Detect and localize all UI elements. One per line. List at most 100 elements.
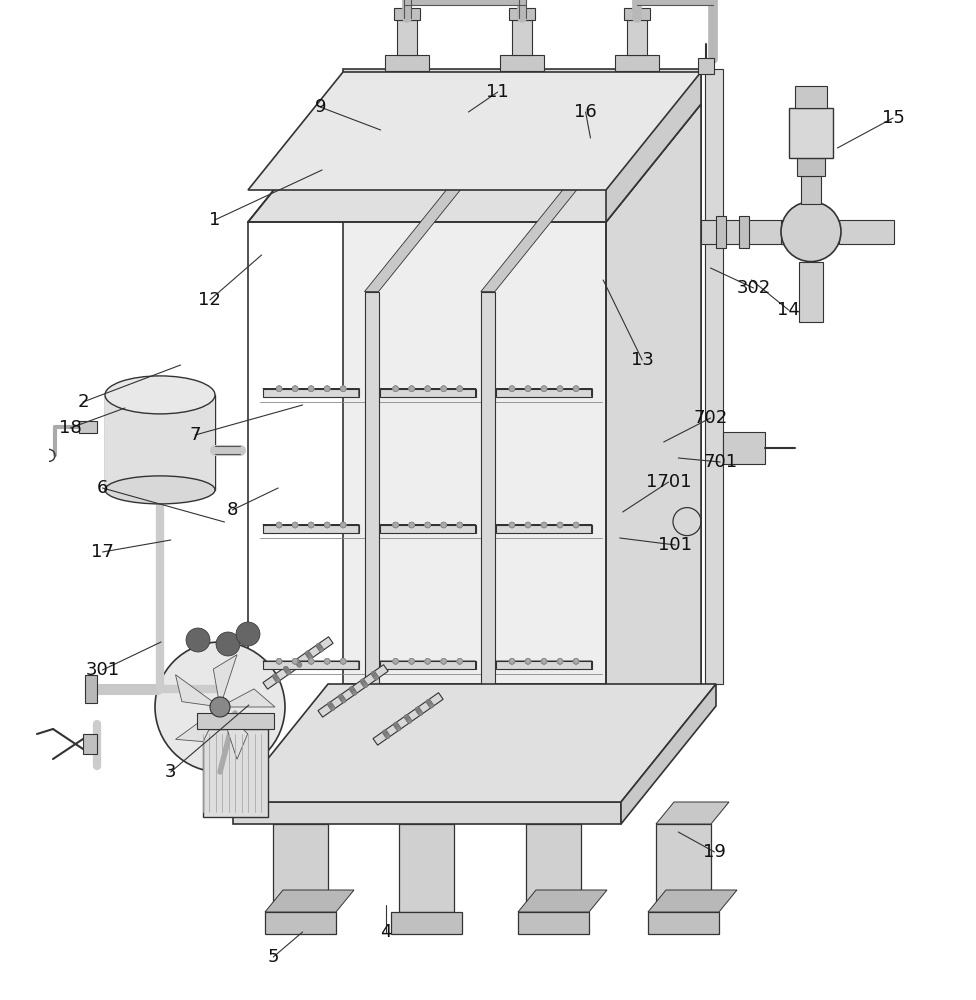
Circle shape — [557, 386, 563, 391]
Circle shape — [573, 522, 579, 528]
Circle shape — [781, 202, 841, 262]
Circle shape — [557, 659, 563, 664]
Circle shape — [557, 522, 563, 528]
Circle shape — [341, 386, 346, 392]
Circle shape — [341, 386, 346, 392]
Circle shape — [276, 522, 282, 528]
Circle shape — [324, 386, 330, 391]
Circle shape — [395, 725, 400, 730]
Circle shape — [293, 659, 298, 664]
Circle shape — [409, 522, 415, 528]
Circle shape — [286, 670, 291, 675]
Text: 302: 302 — [736, 279, 771, 297]
Circle shape — [392, 386, 398, 392]
Bar — [627, 20, 646, 55]
Circle shape — [457, 522, 463, 528]
Circle shape — [216, 632, 240, 656]
Circle shape — [425, 522, 430, 528]
Circle shape — [573, 659, 579, 664]
Polygon shape — [318, 665, 388, 717]
Circle shape — [292, 386, 298, 392]
Circle shape — [557, 522, 563, 528]
Circle shape — [327, 702, 333, 707]
Bar — [391, 912, 462, 934]
Circle shape — [509, 522, 514, 528]
Text: 12: 12 — [198, 291, 222, 309]
Circle shape — [441, 522, 446, 528]
Bar — [705, 69, 723, 684]
Circle shape — [409, 659, 415, 664]
Polygon shape — [496, 389, 592, 397]
Circle shape — [308, 386, 314, 391]
Circle shape — [292, 522, 298, 528]
Circle shape — [341, 386, 346, 392]
Circle shape — [418, 711, 423, 716]
Circle shape — [294, 658, 300, 663]
Circle shape — [409, 522, 415, 528]
Circle shape — [373, 674, 378, 679]
Bar — [518, 912, 589, 934]
Polygon shape — [176, 712, 217, 742]
Circle shape — [341, 522, 346, 528]
Bar — [394, 8, 421, 20]
Bar — [85, 675, 97, 703]
Circle shape — [340, 697, 346, 702]
Circle shape — [525, 522, 531, 528]
Bar — [386, 55, 429, 71]
Circle shape — [428, 703, 433, 708]
Bar — [648, 912, 719, 934]
Circle shape — [186, 628, 210, 652]
Circle shape — [557, 386, 563, 392]
Circle shape — [441, 659, 446, 664]
Text: 301: 301 — [86, 661, 119, 679]
Circle shape — [324, 522, 330, 528]
Text: 1: 1 — [209, 211, 221, 229]
Bar — [656, 824, 711, 912]
Polygon shape — [380, 389, 475, 397]
Circle shape — [441, 386, 446, 392]
Polygon shape — [526, 802, 599, 824]
Circle shape — [525, 522, 531, 528]
Circle shape — [308, 522, 314, 528]
Circle shape — [427, 700, 432, 705]
Circle shape — [308, 386, 314, 392]
Text: 3: 3 — [165, 763, 177, 781]
Circle shape — [392, 659, 398, 664]
Circle shape — [405, 716, 410, 721]
Circle shape — [409, 386, 415, 392]
Circle shape — [541, 386, 547, 392]
Circle shape — [341, 522, 346, 528]
Circle shape — [457, 386, 463, 392]
Circle shape — [341, 659, 346, 664]
Circle shape — [297, 662, 302, 667]
Bar — [364, 292, 379, 802]
Circle shape — [509, 659, 514, 664]
Text: 9: 9 — [314, 98, 326, 116]
Circle shape — [396, 726, 401, 731]
Circle shape — [308, 522, 314, 528]
Circle shape — [457, 522, 463, 528]
Circle shape — [341, 522, 346, 528]
Circle shape — [425, 659, 430, 664]
Circle shape — [307, 655, 313, 660]
Circle shape — [525, 522, 531, 528]
Circle shape — [457, 658, 463, 664]
Circle shape — [324, 522, 330, 528]
Circle shape — [324, 522, 330, 528]
Bar — [789, 108, 833, 158]
Bar — [273, 824, 328, 912]
Circle shape — [374, 675, 379, 680]
Text: 14: 14 — [777, 301, 800, 319]
Circle shape — [573, 522, 579, 528]
Circle shape — [350, 688, 355, 693]
Circle shape — [276, 386, 282, 392]
Circle shape — [363, 683, 368, 688]
Circle shape — [425, 659, 430, 664]
Polygon shape — [380, 661, 475, 669]
Circle shape — [276, 522, 282, 528]
Circle shape — [541, 386, 547, 392]
Circle shape — [557, 659, 563, 664]
Circle shape — [392, 386, 398, 391]
Circle shape — [293, 658, 298, 664]
Circle shape — [210, 697, 230, 717]
